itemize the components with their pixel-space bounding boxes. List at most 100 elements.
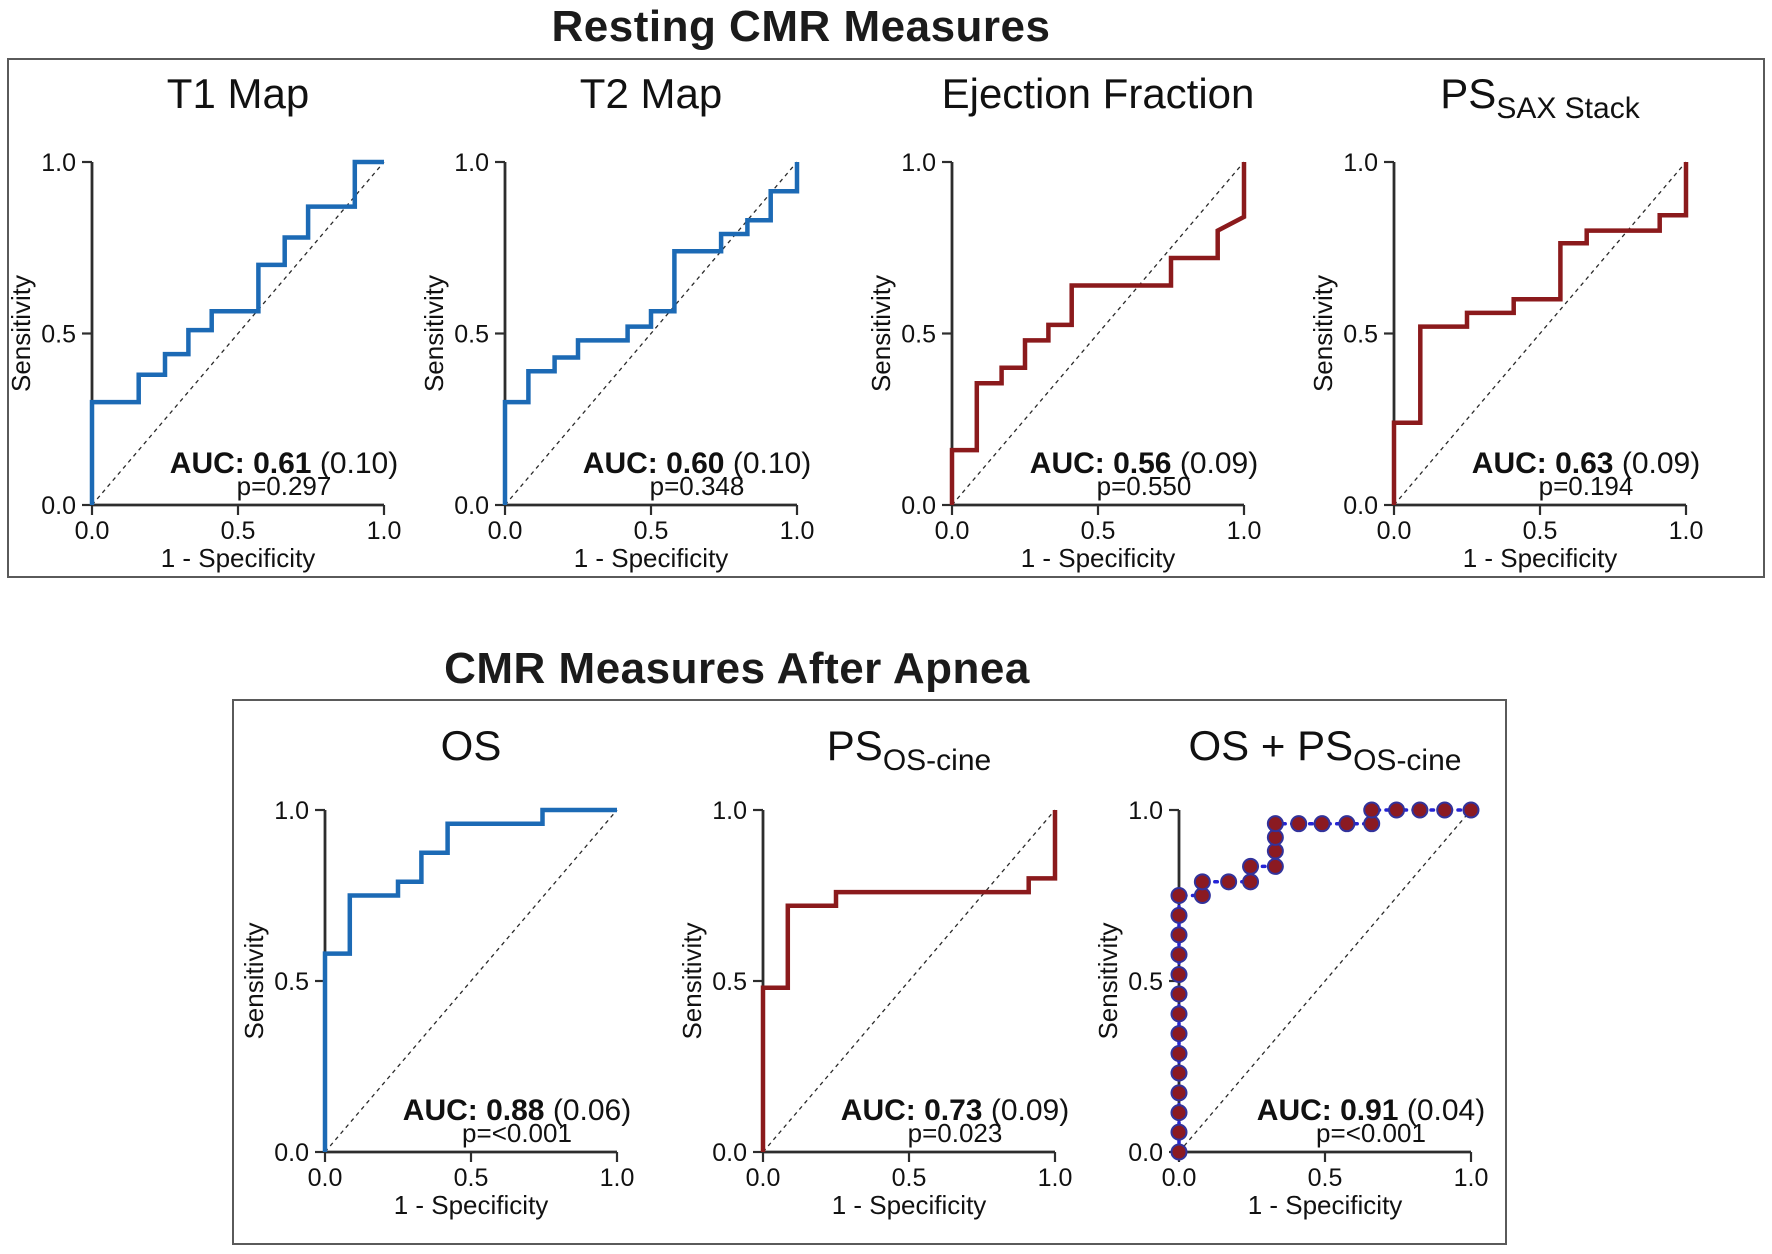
marker-dot — [1170, 1045, 1188, 1063]
marker-dot — [1338, 815, 1356, 833]
p-value-label: p=<0.001 — [462, 1118, 572, 1148]
roc-plot-ejection-fraction: 0.00.0 0.5 0.5 1.0 1.0 1 - Specificity Sensiti… — [866, 70, 1261, 573]
roc-curve — [760, 810, 1058, 1152]
p-value-label: p=0.297 — [237, 471, 332, 501]
y-tick-label: 1.0 — [901, 149, 936, 177]
x-tick-label: 1.0 — [600, 1164, 635, 1192]
roc-curve — [502, 162, 800, 505]
marker-dot — [1170, 985, 1188, 1003]
marker-dot — [1170, 966, 1188, 984]
auc-label: AUC: 0.61 (0.10) — [170, 447, 398, 480]
x-tick-label: 1.0 — [1454, 1164, 1489, 1192]
marker-dot — [1170, 1104, 1188, 1122]
resting-panel — [7, 58, 1765, 578]
y-tick-label: 0.5 — [1343, 321, 1378, 349]
marker-dot — [1170, 1005, 1188, 1023]
y-axis-label: Sensitivity — [1308, 275, 1338, 392]
y-tick-label: 1.0 — [454, 149, 489, 177]
p-value-label: p=0.194 — [1539, 471, 1634, 501]
plot-title: OS — [441, 722, 502, 769]
y-tick-label: 0.5 — [41, 321, 76, 349]
diagonal-reference-line — [504, 161, 798, 506]
y-tick-label: 0.0 — [274, 1139, 309, 1167]
marker-dot — [1170, 1143, 1188, 1161]
auc-label: AUC: 0.91 (0.04) — [1257, 1094, 1485, 1127]
x-axis-label: 1 - Specificity — [161, 543, 316, 573]
roc-curve — [949, 162, 1247, 505]
y-tick-label: 0.5 — [454, 321, 489, 349]
marker-dot — [1242, 873, 1260, 891]
y-axis-label: Sensitivity — [239, 922, 269, 1039]
y-tick-label: 0.0 — [712, 1139, 747, 1167]
roc-plot-ps-os-cine: 0.00.0 0.5 0.5 1.0 1.0 1 - Specificity Sensiti… — [677, 722, 1072, 1220]
marker-dot — [1170, 906, 1188, 924]
x-axis-label: 1 - Specificity — [394, 1190, 549, 1220]
diagonal-reference-line — [762, 809, 1056, 1153]
x-tick-label: 0.5 — [1308, 1164, 1343, 1192]
y-axis-label: Sensitivity — [1093, 922, 1123, 1039]
marker-dot — [1193, 873, 1211, 891]
roc-curve — [322, 807, 617, 1152]
y-tick-label: 1.0 — [1343, 149, 1378, 177]
y-tick-label: 1.0 — [1128, 797, 1163, 825]
marker-dot — [1170, 946, 1188, 964]
y-tick-label: 1.0 — [41, 149, 76, 177]
p-value-label: p=0.550 — [1097, 471, 1192, 501]
x-tick-label: 0.0 — [488, 517, 523, 545]
marker-dot — [1266, 857, 1284, 875]
diagonal-reference-line — [324, 809, 618, 1153]
auc-label: AUC: 0.56 (0.09) — [1030, 447, 1258, 480]
x-axis-label: 1 - Specificity — [574, 543, 729, 573]
plot-title: Ejection Fraction — [942, 70, 1255, 117]
y-tick-label: 0.0 — [454, 492, 489, 520]
auc-label: AUC: 0.60 (0.10) — [583, 447, 811, 480]
x-tick-label: 1.0 — [780, 517, 815, 545]
auc-label: AUC: 0.73 (0.09) — [841, 1094, 1069, 1127]
y-tick-label: 0.5 — [901, 321, 936, 349]
x-tick-label: 0.5 — [221, 517, 256, 545]
plot-title: PSSAX Stack — [1440, 70, 1640, 125]
roc-plot-ps-sax-stack: 0.00.0 0.5 0.5 1.0 1.0 1 - Specificity Sensiti… — [1308, 70, 1703, 573]
x-tick-label: 0.5 — [892, 1164, 927, 1192]
apnea-panel — [232, 699, 1507, 1245]
x-tick-label: 1.0 — [367, 517, 402, 545]
p-value-label: p=<0.001 — [1316, 1118, 1426, 1148]
x-axis-label: 1 - Specificity — [1021, 543, 1176, 573]
y-axis-label: Sensitivity — [6, 275, 36, 392]
x-tick-label: 0.0 — [1377, 517, 1412, 545]
x-tick-label: 0.0 — [746, 1164, 781, 1192]
marker-dot — [1436, 801, 1454, 819]
roc-plot-os-plus-ps-os-cine: 0.00.0 0.5 0.5 1.0 1.0 1 - Specificity Sensiti… — [1093, 722, 1488, 1220]
marker-dot — [1266, 815, 1284, 833]
y-tick-label: 0.5 — [712, 968, 747, 996]
marker-dot — [1170, 1064, 1188, 1082]
roc-curve — [89, 159, 384, 505]
plot-title: PSOS-cine — [827, 722, 991, 777]
marker-dot — [1242, 857, 1260, 875]
marker-dot — [1170, 1123, 1188, 1141]
marker-dot — [1170, 1084, 1188, 1102]
marker-dot — [1220, 873, 1238, 891]
y-axis-label: Sensitivity — [419, 275, 449, 392]
y-axis-label: Sensitivity — [677, 922, 707, 1039]
diagonal-reference-line — [91, 161, 385, 506]
y-tick-label: 0.5 — [1128, 968, 1163, 996]
y-tick-label: 0.5 — [274, 968, 309, 996]
marker-dot — [1170, 1025, 1188, 1043]
y-tick-label: 0.0 — [901, 492, 936, 520]
x-tick-label: 1.0 — [1038, 1164, 1073, 1192]
marker-dot — [1388, 801, 1406, 819]
diagonal-reference-line — [1178, 809, 1472, 1153]
x-axis-label: 1 - Specificity — [1248, 1190, 1403, 1220]
x-tick-label: 0.0 — [75, 517, 110, 545]
x-axis-label: 1 - Specificity — [1463, 543, 1618, 573]
plot-title: T2 Map — [580, 70, 722, 117]
resting-section-title: Resting CMR Measures — [551, 2, 1051, 51]
diagonal-reference-line — [951, 161, 1245, 506]
p-value-label: p=0.023 — [908, 1118, 1003, 1148]
auc-label: AUC: 0.63 (0.09) — [1472, 447, 1700, 480]
y-tick-label: 0.0 — [1343, 492, 1378, 520]
x-tick-label: 1.0 — [1669, 517, 1704, 545]
roc-plot-os: 0.00.0 0.5 0.5 1.0 1.0 1 - Specificity Sensiti… — [239, 722, 634, 1220]
